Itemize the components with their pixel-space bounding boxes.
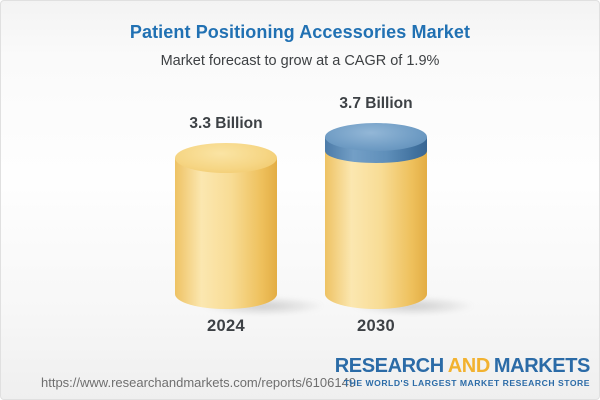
category-label-2030: 2030 xyxy=(357,317,395,335)
chart-title: Patient Positioning Accessories Market xyxy=(129,22,471,42)
category-label-2024: 2024 xyxy=(207,317,245,335)
brand-logo: RESEARCH AND MARKETS THE WORLD'S LARGEST M… xyxy=(334,355,591,388)
value-label-2024: 3.3 Billion xyxy=(189,115,263,132)
bar-group-2030: 3.7 Billion 2030 xyxy=(325,1,473,399)
brand-word-research: RESEARCH xyxy=(334,355,444,377)
growth-cap-top-face xyxy=(325,123,427,151)
bar-group-2024: 3.3 Billion 2024 xyxy=(175,1,323,399)
brand-word-markets: MARKETS xyxy=(493,355,590,377)
value-label-2030: 3.7 Billion xyxy=(339,95,413,112)
cylinder-body xyxy=(325,147,427,309)
chart-subtitle: Market forecast to grow at a CAGR of 1.9… xyxy=(160,53,440,69)
cylinder-body xyxy=(175,158,277,309)
brand-tagline: THE WORLD'S LARGEST MARKET RESEARCH STOR… xyxy=(343,378,590,388)
cylinder-bar-2024 xyxy=(175,143,277,309)
brand-logo-wordmark: RESEARCH AND MARKETS xyxy=(334,355,591,377)
cylinder-top-face xyxy=(175,143,277,173)
brand-word-and: AND xyxy=(447,355,491,377)
report-url: https://www.researchandmarkets.com/repor… xyxy=(41,375,357,390)
cylinder-bar-2030 xyxy=(325,123,427,309)
